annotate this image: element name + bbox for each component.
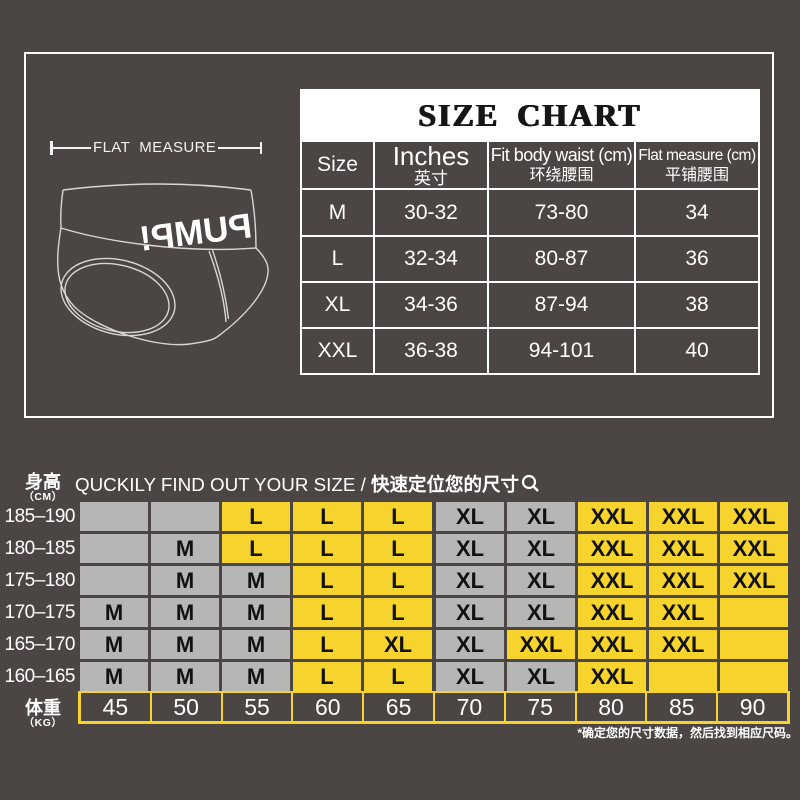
svg-text:PUMP!: PUMP! [137,206,254,258]
